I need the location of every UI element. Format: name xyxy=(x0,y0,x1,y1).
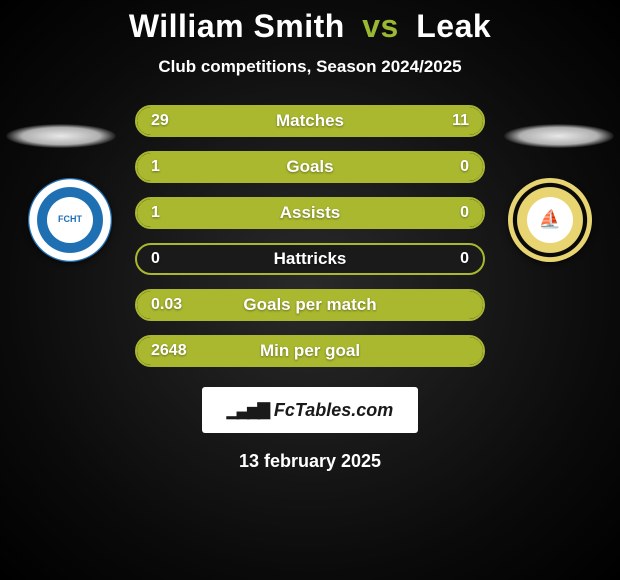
stat-label: Min per goal xyxy=(137,341,483,361)
stat-label: Goals per match xyxy=(137,295,483,315)
stat-row: 1Assists0 xyxy=(135,197,485,229)
player2-name: Leak xyxy=(416,8,491,44)
comparison-title: William Smith vs Leak xyxy=(0,0,620,45)
site-badge[interactable]: ▁▃▅▇ FcTables.com xyxy=(202,387,418,433)
stat-label: Hattricks xyxy=(137,249,483,269)
stat-row: 0.03Goals per match xyxy=(135,289,485,321)
stat-value-right: 0 xyxy=(460,158,469,176)
stat-row: 0Hattricks0 xyxy=(135,243,485,275)
stat-label: Goals xyxy=(137,157,483,177)
site-name: FcTables.com xyxy=(274,400,393,421)
stat-value-right: 0 xyxy=(460,204,469,222)
stat-row: 2648Min per goal xyxy=(135,335,485,367)
stat-value-right: 0 xyxy=(460,250,469,268)
vs-label: vs xyxy=(362,8,399,44)
stat-label: Assists xyxy=(137,203,483,223)
footer-date: 13 february 2025 xyxy=(0,451,620,472)
stat-value-right: 11 xyxy=(452,112,469,130)
player1-name: William Smith xyxy=(129,8,345,44)
subtitle: Club competitions, Season 2024/2025 xyxy=(0,57,620,77)
stat-row: 29Matches11 xyxy=(135,105,485,137)
stat-row: 1Goals0 xyxy=(135,151,485,183)
stat-bars: 29Matches111Goals01Assists00Hattricks00.… xyxy=(135,105,485,367)
chart-icon: ▁▃▅▇ xyxy=(227,400,268,420)
stat-label: Matches xyxy=(137,111,483,131)
stats-container: 29Matches111Goals01Assists00Hattricks00.… xyxy=(0,105,620,367)
